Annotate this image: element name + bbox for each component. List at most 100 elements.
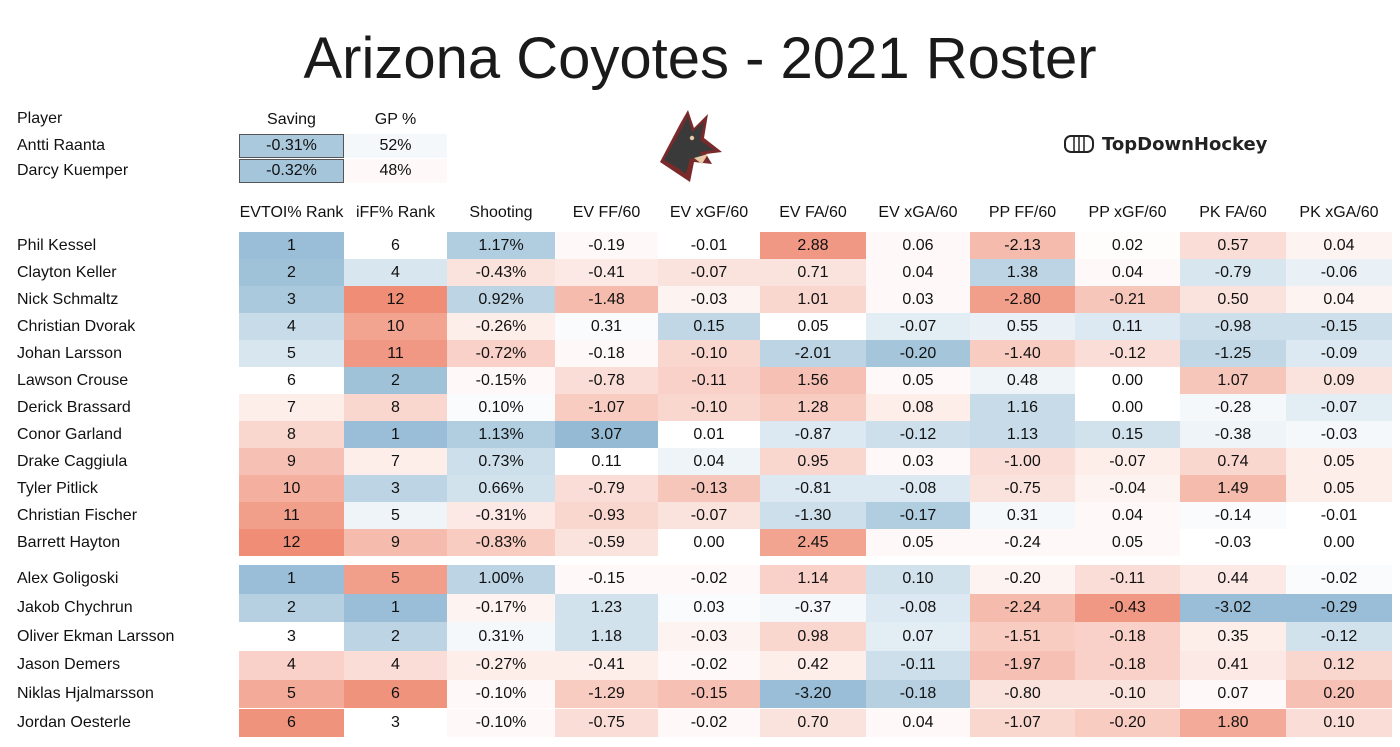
player-name: Jason Demers [17,656,121,674]
stat-cell: -0.72% [447,340,555,367]
stat-cell: 0.35 [1180,622,1286,652]
stat-cell: -0.11 [1075,565,1180,594]
stat-cell: 1.17% [447,232,555,259]
stat-cell: -0.10% [447,708,555,738]
player-name: Alex Goligoski [17,570,119,588]
stat-cell: 10 [344,313,447,340]
stat-cell: -0.02 [658,708,760,738]
stat-cell: 0.03 [866,448,970,475]
stat-cell: -0.38 [1180,421,1286,448]
stat-cell: -0.12 [1075,340,1180,367]
stat-cell: 0.09 [1286,367,1392,394]
stat-cell: 1.00% [447,565,555,594]
stat-cell: -0.20 [1075,708,1180,738]
stat-cell: -0.01 [658,232,760,259]
stat-cell: 1.80 [1180,708,1286,738]
stat-cell: 0.03 [658,593,760,623]
stat-cell: 1.13% [447,421,555,448]
rink-icon [1064,135,1094,153]
column-header: EV FA/60 [779,204,847,221]
stat-cell: -0.43 [1075,593,1180,623]
stat-cell: -0.04 [1075,475,1180,502]
stat-cell: -0.79 [1180,259,1286,286]
stat-cell: 0.05 [866,367,970,394]
stat-cell: -1.30 [760,502,866,529]
stat-cell: 0.05 [1286,475,1392,502]
stat-cell: -0.07 [1075,448,1180,475]
stat-cell: 0.05 [866,529,970,556]
stat-cell: 3 [344,708,447,738]
player-name: Conor Garland [17,425,122,443]
stat-cell: -0.75 [555,708,658,738]
stat-cell: -0.15 [555,565,658,594]
stat-cell: -0.31% [447,502,555,529]
player-name: Derick Brassard [17,398,131,416]
stat-cell: 0.00 [658,529,760,556]
column-header: PK xGA/60 [1299,204,1379,221]
stat-cell: 1.16 [970,394,1075,421]
stat-cell: 1 [239,232,344,259]
stat-cell: -0.93 [555,502,658,529]
stat-cell: -0.02 [658,565,760,594]
stat-cell: 0.00 [1286,529,1392,556]
stat-cell: 1.23 [555,593,658,623]
player-name: Oliver Ekman Larsson [17,627,175,645]
stat-cell: 0.98 [760,622,866,652]
column-header: EVTOI% Rank [239,204,344,221]
stat-cell: 0.66% [447,475,555,502]
stat-cell: 1.49 [1180,475,1286,502]
stat-cell: 0.92% [447,286,555,313]
player-name: Drake Caggiula [17,452,128,470]
stat-cell: -0.41 [555,651,658,680]
stat-cell: -0.78 [555,367,658,394]
stat-cell: -0.43% [447,259,555,286]
player-name: Johan Larsson [17,344,122,362]
stat-cell: 0.04 [1286,232,1392,259]
player-name: Christian Dvorak [17,317,136,335]
stat-cell: 0.01 [658,421,760,448]
stat-cell: -0.07 [866,313,970,340]
stat-cell: 0.95 [760,448,866,475]
stat-cell: 0.06 [866,232,970,259]
stat-cell: -0.81 [760,475,866,502]
column-header: iFF% Rank [355,204,436,221]
stat-cell: 1.13 [970,421,1075,448]
stat-cell: -0.11 [866,651,970,680]
stat-cell: -0.59 [555,529,658,556]
stat-cell: -0.07 [658,502,760,529]
brand: TopDownHockey [1064,128,1267,160]
stat-cell: 0.15 [1075,421,1180,448]
stat-cell: -0.08 [866,475,970,502]
stat-cell: 0.73% [447,448,555,475]
player-name: Nick Schmaltz [17,290,119,308]
column-header: EV xGF/60 [669,204,749,221]
stat-cell: -0.03 [658,286,760,313]
stat-cell: 6 [239,708,344,738]
stat-cell: -0.17 [866,502,970,529]
stat-cell: -1.48 [555,286,658,313]
player-name: Christian Fischer [17,506,138,524]
stat-cell: 2 [239,593,344,623]
stat-cell: 1.14 [760,565,866,594]
stat-cell: -0.15 [658,679,760,709]
stat-cell: -0.02 [658,651,760,680]
stat-cell: -3.02 [1180,593,1286,623]
stat-cell: -0.28 [1180,394,1286,421]
goalie-header-saving: Saving [267,111,316,128]
stat-cell: 3.07 [555,421,658,448]
stat-cell: -0.01 [1286,502,1392,529]
stat-cell: 0.70 [760,708,866,738]
stat-cell: -1.25 [1180,340,1286,367]
stat-cell: 0.05 [1075,529,1180,556]
stat-cell: 12 [344,286,447,313]
stat-cell: 2 [344,367,447,394]
stat-cell: 0.31 [970,502,1075,529]
stat-cell: 0.10 [1286,708,1392,738]
stat-cell: -0.75 [970,475,1075,502]
player-name: Jordan Oesterle [17,713,131,731]
stat-cell: 4 [344,651,447,680]
stat-cell: 1 [344,593,447,623]
stat-cell: 0.04 [1075,502,1180,529]
stat-cell: 0.74 [1180,448,1286,475]
stat-cell: 4 [239,313,344,340]
